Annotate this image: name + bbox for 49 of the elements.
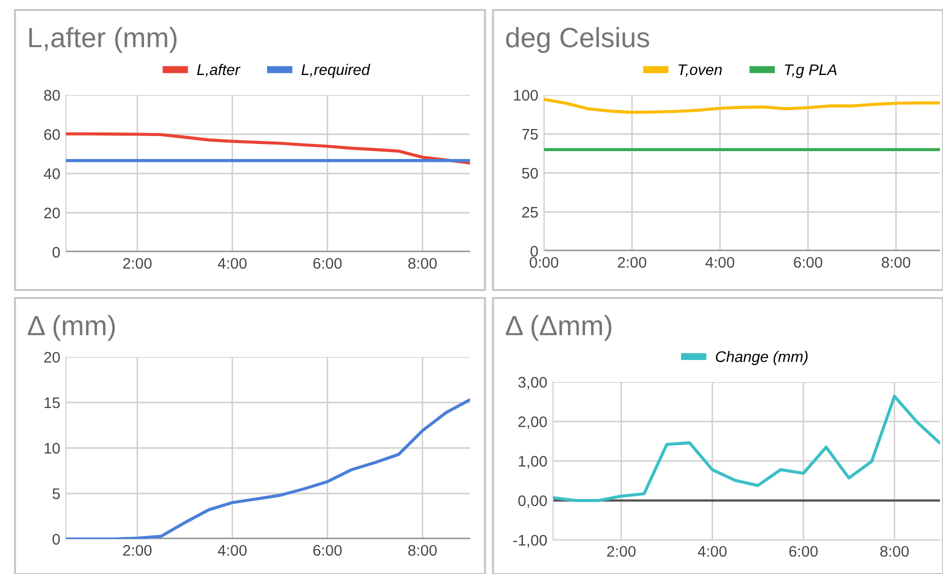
line-series (544, 98, 940, 114)
legend-label: Change (mm) (716, 350, 808, 366)
y-tick-label: 0 (530, 246, 538, 257)
x-tick-label: 2:00 (123, 258, 152, 269)
x-tick-label: 6:00 (794, 256, 822, 268)
chart-title: Δ (Δmm) (506, 315, 612, 341)
y-tick-label: 75 (522, 129, 538, 140)
x-tick-label: 6:00 (313, 258, 342, 269)
x-tick-label: 2:00 (618, 256, 646, 268)
x-tick-label: 6:00 (789, 546, 818, 557)
y-tick-label: 5 (52, 488, 60, 500)
chart-title: L,after (mm) (29, 27, 177, 53)
chart-title: Δ (mm) (28, 315, 115, 341)
y-tick-label: 40 (44, 168, 60, 180)
legend-label: T,g PLA (784, 64, 837, 78)
x-tick-label: 2:00 (607, 546, 636, 557)
y-tick-label: 80 (44, 90, 60, 101)
y-tick-label: 60 (44, 129, 60, 140)
x-tick-label: 4:00 (218, 258, 247, 269)
y-tick-label: 20 (44, 208, 60, 218)
x-tick-label: 4:00 (218, 544, 247, 556)
y-tick-label: 100 (514, 90, 538, 101)
line-series (553, 394, 940, 502)
x-tick-label: 0:00 (530, 256, 558, 268)
chart-title: deg Celsius (506, 27, 650, 53)
x-tick-label: 8:00 (882, 256, 910, 268)
y-tick-label: 2,00 (518, 416, 547, 429)
legend-label: T,oven (678, 64, 722, 77)
y-tick-label: 25 (522, 206, 538, 218)
y-tick-label: 10 (44, 442, 60, 454)
y-tick-label: 0 (52, 246, 60, 258)
y-tick-label: 0,00 (518, 495, 547, 508)
legend-label: L,after (197, 64, 240, 77)
legend-label: L,required (302, 64, 370, 78)
line-series (66, 132, 470, 164)
x-tick-label: 4:00 (698, 546, 727, 557)
x-tick-label: 8:00 (880, 546, 909, 557)
x-tick-label: 8:00 (408, 258, 437, 269)
x-tick-label: 8:00 (408, 544, 437, 556)
x-tick-label: 4:00 (705, 256, 734, 268)
y-tick-label: 50 (522, 168, 538, 179)
y-tick-label: 0 (52, 534, 60, 545)
y-tick-label: 20 (44, 352, 60, 363)
x-tick-label: 2:00 (123, 544, 152, 556)
y-tick-label: 3,00 (518, 376, 547, 390)
y-tick-label: -1,00 (513, 534, 547, 548)
y-tick-label: 1,00 (518, 456, 547, 468)
y-tick-label: 15 (44, 398, 60, 408)
x-tick-label: 6:00 (313, 544, 342, 556)
